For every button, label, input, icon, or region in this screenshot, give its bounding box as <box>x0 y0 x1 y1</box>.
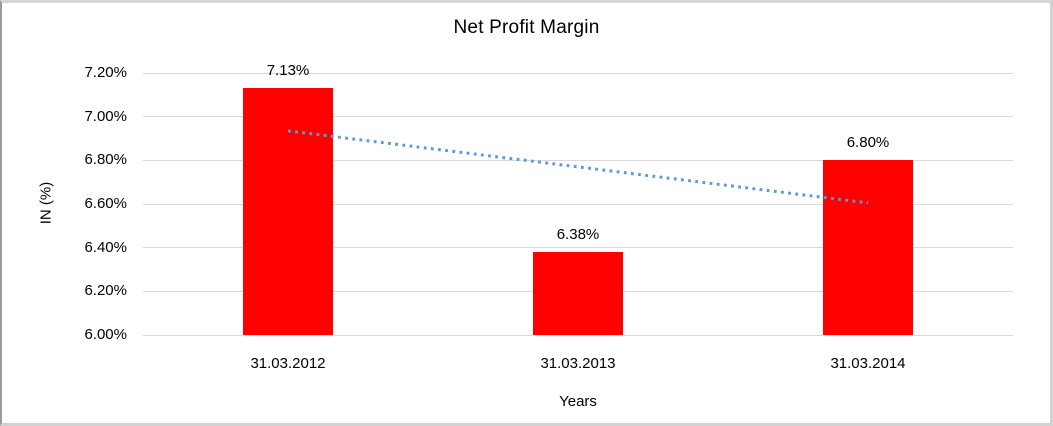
y-tick-label: 7.00% <box>84 107 127 125</box>
x-tick-label: 31.03.2013 <box>540 355 616 372</box>
y-tick-label: 6.20% <box>84 282 127 300</box>
chart-title: Net Profit Margin <box>453 17 600 38</box>
bar-31.03.2014 <box>823 160 913 335</box>
x-tick-label: 31.03.2012 <box>250 355 326 372</box>
y-tick-label: 6.80% <box>84 151 127 169</box>
y-tick-label: 7.20% <box>84 64 127 81</box>
gridline <box>143 116 1013 118</box>
data-label: 7.13% <box>266 62 310 80</box>
gridline <box>143 334 1013 336</box>
y-tick-label: 6.40% <box>84 238 127 256</box>
data-label: 6.80% <box>846 134 890 152</box>
x-tick-label: 31.03.2014 <box>830 355 906 372</box>
x-axis-title: Years <box>559 393 597 410</box>
gridline <box>143 247 1013 249</box>
bar-31.03.2012 <box>243 88 333 335</box>
y-tick-label: 6.00% <box>84 326 127 343</box>
gridline <box>143 72 1013 74</box>
bar-31.03.2013 <box>533 252 623 335</box>
trendline-line <box>287 129 869 205</box>
y-tick-label: 6.60% <box>84 195 127 212</box>
data-label: 6.38% <box>556 226 600 244</box>
